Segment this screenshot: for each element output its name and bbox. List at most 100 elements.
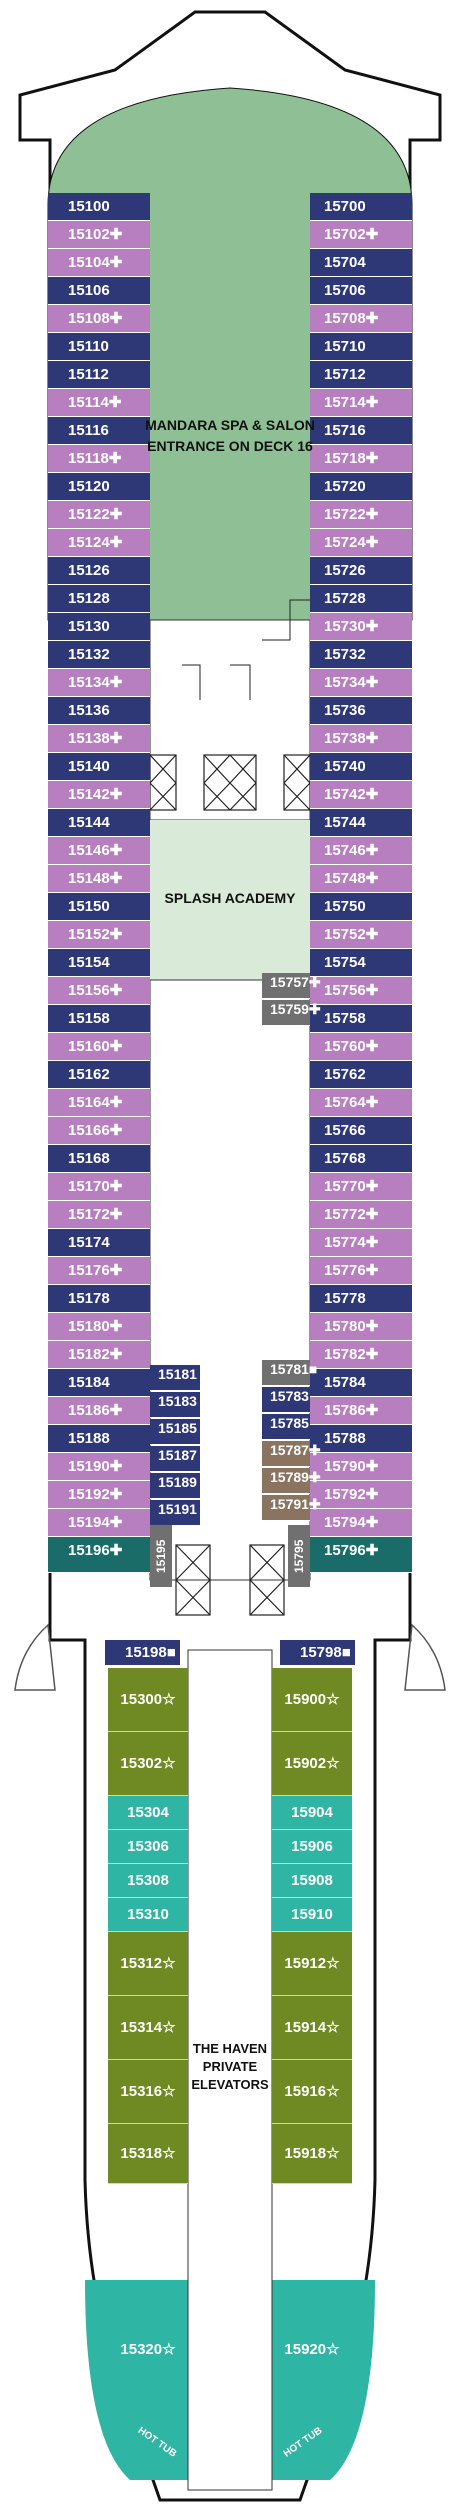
- cabin-15788[interactable]: 15788: [310, 1425, 412, 1453]
- cabin-15192[interactable]: 15192✚: [48, 1481, 150, 1509]
- cabin-15172[interactable]: 15172✚: [48, 1201, 150, 1229]
- cabin-15742[interactable]: 15742✚: [310, 781, 412, 809]
- cabin-15759[interactable]: 15759✚: [262, 1000, 321, 1026]
- cabin-15728[interactable]: 15728: [310, 585, 412, 613]
- spa-label[interactable]: MANDARA SPA & SALON ENTRANCE ON DECK 16: [130, 415, 330, 457]
- cabin-15706[interactable]: 15706: [310, 277, 412, 305]
- cabin-15778[interactable]: 15778: [310, 1285, 412, 1313]
- cabin-15190[interactable]: 15190✚: [48, 1453, 150, 1481]
- cabin-15152[interactable]: 15152✚: [48, 921, 150, 949]
- cabin-15187[interactable]: 15187: [150, 1446, 200, 1472]
- cabin-15166[interactable]: 15166✚: [48, 1117, 150, 1145]
- cabin-15183[interactable]: 15183: [150, 1392, 200, 1418]
- cabin-15780[interactable]: 15780✚: [310, 1313, 412, 1341]
- cabin-15148[interactable]: 15148✚: [48, 865, 150, 893]
- cabin-15114[interactable]: 15114✚: [48, 389, 150, 417]
- cabin-15100[interactable]: 15100: [48, 193, 150, 221]
- cabin-15112[interactable]: 15112: [48, 361, 150, 389]
- cabin-15736[interactable]: 15736: [310, 697, 412, 725]
- cabin-15300[interactable]: 15300☆: [108, 1668, 188, 1732]
- cabin-15188[interactable]: 15188: [48, 1425, 150, 1453]
- cabin-15786[interactable]: 15786✚: [310, 1397, 412, 1425]
- cabin-15732[interactable]: 15732: [310, 641, 412, 669]
- cabin-15744[interactable]: 15744: [310, 809, 412, 837]
- cabin-15174[interactable]: 15174: [48, 1229, 150, 1257]
- cabin-15164[interactable]: 15164✚: [48, 1089, 150, 1117]
- cabin-15306[interactable]: 15306: [108, 1830, 188, 1864]
- cabin-15776[interactable]: 15776✚: [310, 1257, 412, 1285]
- cabin-15198[interactable]: 15198■: [105, 1640, 180, 1666]
- cabin-15712[interactable]: 15712: [310, 361, 412, 389]
- cabin-15189[interactable]: 15189: [150, 1473, 200, 1499]
- cabin-15118[interactable]: 15118✚: [48, 445, 150, 473]
- cabin-15902[interactable]: 15902☆: [272, 1732, 352, 1796]
- cabin-15120[interactable]: 15120: [48, 473, 150, 501]
- cabin-15181[interactable]: 15181: [150, 1365, 200, 1391]
- cabin-15784[interactable]: 15784: [310, 1369, 412, 1397]
- cabin-15910[interactable]: 15910: [272, 1898, 352, 1932]
- cabin-15764[interactable]: 15764✚: [310, 1089, 412, 1117]
- cabin-15140[interactable]: 15140: [48, 753, 150, 781]
- cabin-15781[interactable]: 15781■: [262, 1360, 317, 1386]
- cabin-15722[interactable]: 15722✚: [310, 501, 412, 529]
- cabin-15138[interactable]: 15138✚: [48, 725, 150, 753]
- cabin-15308[interactable]: 15308: [108, 1864, 188, 1898]
- cabin-15716[interactable]: 15716: [310, 417, 412, 445]
- cabin-15102[interactable]: 15102✚: [48, 221, 150, 249]
- cabin-15176[interactable]: 15176✚: [48, 1257, 150, 1285]
- cabin-15774[interactable]: 15774✚: [310, 1229, 412, 1257]
- cabin-15752[interactable]: 15752✚: [310, 921, 412, 949]
- cabin-15130[interactable]: 15130: [48, 613, 150, 641]
- cabin-15758[interactable]: 15758: [310, 1005, 412, 1033]
- cabin-15106[interactable]: 15106: [48, 277, 150, 305]
- cabin-15144[interactable]: 15144: [48, 809, 150, 837]
- cabin-15794[interactable]: 15794✚: [310, 1509, 412, 1537]
- cabin-15718[interactable]: 15718✚: [310, 445, 412, 473]
- cabin-15160[interactable]: 15160✚: [48, 1033, 150, 1061]
- cabin-15724[interactable]: 15724✚: [310, 529, 412, 557]
- cabin-15904[interactable]: 15904: [272, 1796, 352, 1830]
- cabin-15906[interactable]: 15906: [272, 1830, 352, 1864]
- cabin-15195[interactable]: 15195: [150, 1525, 172, 1587]
- cabin-15792[interactable]: 15792✚: [310, 1481, 412, 1509]
- cabin-15162[interactable]: 15162: [48, 1061, 150, 1089]
- cabin-15772[interactable]: 15772✚: [310, 1201, 412, 1229]
- cabin-15916[interactable]: 15916☆: [272, 2060, 352, 2124]
- cabin-15700[interactable]: 15700: [310, 193, 412, 221]
- cabin-15150[interactable]: 15150: [48, 893, 150, 921]
- cabin-15754[interactable]: 15754: [310, 949, 412, 977]
- cabin-15156[interactable]: 15156✚: [48, 977, 150, 1005]
- cabin-15314[interactable]: 15314☆: [108, 1996, 188, 2060]
- cabin-15730[interactable]: 15730✚: [310, 613, 412, 641]
- cabin-15714[interactable]: 15714✚: [310, 389, 412, 417]
- cabin-15787[interactable]: 15787✚: [262, 1441, 321, 1467]
- cabin-15770[interactable]: 15770✚: [310, 1173, 412, 1201]
- cabin-15757[interactable]: 15757✚: [262, 973, 321, 999]
- cabin-15154[interactable]: 15154: [48, 949, 150, 977]
- cabin-15304[interactable]: 15304: [108, 1796, 188, 1830]
- cabin-15134[interactable]: 15134✚: [48, 669, 150, 697]
- cabin-15302[interactable]: 15302☆: [108, 1732, 188, 1796]
- cabin-15168[interactable]: 15168: [48, 1145, 150, 1173]
- cabin-15142[interactable]: 15142✚: [48, 781, 150, 809]
- cabin-15310[interactable]: 15310: [108, 1898, 188, 1932]
- cabin-15312[interactable]: 15312☆: [108, 1932, 188, 1996]
- cabin-15318[interactable]: 15318☆: [108, 2124, 188, 2184]
- cabin-15908[interactable]: 15908: [272, 1864, 352, 1898]
- cabin-15185[interactable]: 15185: [150, 1419, 200, 1445]
- cabin-15708[interactable]: 15708✚: [310, 305, 412, 333]
- cabin-15128[interactable]: 15128: [48, 585, 150, 613]
- cabin-15170[interactable]: 15170✚: [48, 1173, 150, 1201]
- cabin-15796[interactable]: 15796✚: [310, 1537, 412, 1573]
- cabin-15900[interactable]: 15900☆: [272, 1668, 352, 1732]
- cabin-15791[interactable]: 15791✚: [262, 1495, 321, 1521]
- cabin-15720[interactable]: 15720: [310, 473, 412, 501]
- cabin-15920[interactable]: 15920☆: [284, 2341, 340, 2358]
- cabin-15768[interactable]: 15768: [310, 1145, 412, 1173]
- cabin-15790[interactable]: 15790✚: [310, 1453, 412, 1481]
- cabin-15316[interactable]: 15316☆: [108, 2060, 188, 2124]
- cabin-15186[interactable]: 15186✚: [48, 1397, 150, 1425]
- cabin-15738[interactable]: 15738✚: [310, 725, 412, 753]
- cabin-15750[interactable]: 15750: [310, 893, 412, 921]
- cabin-15158[interactable]: 15158: [48, 1005, 150, 1033]
